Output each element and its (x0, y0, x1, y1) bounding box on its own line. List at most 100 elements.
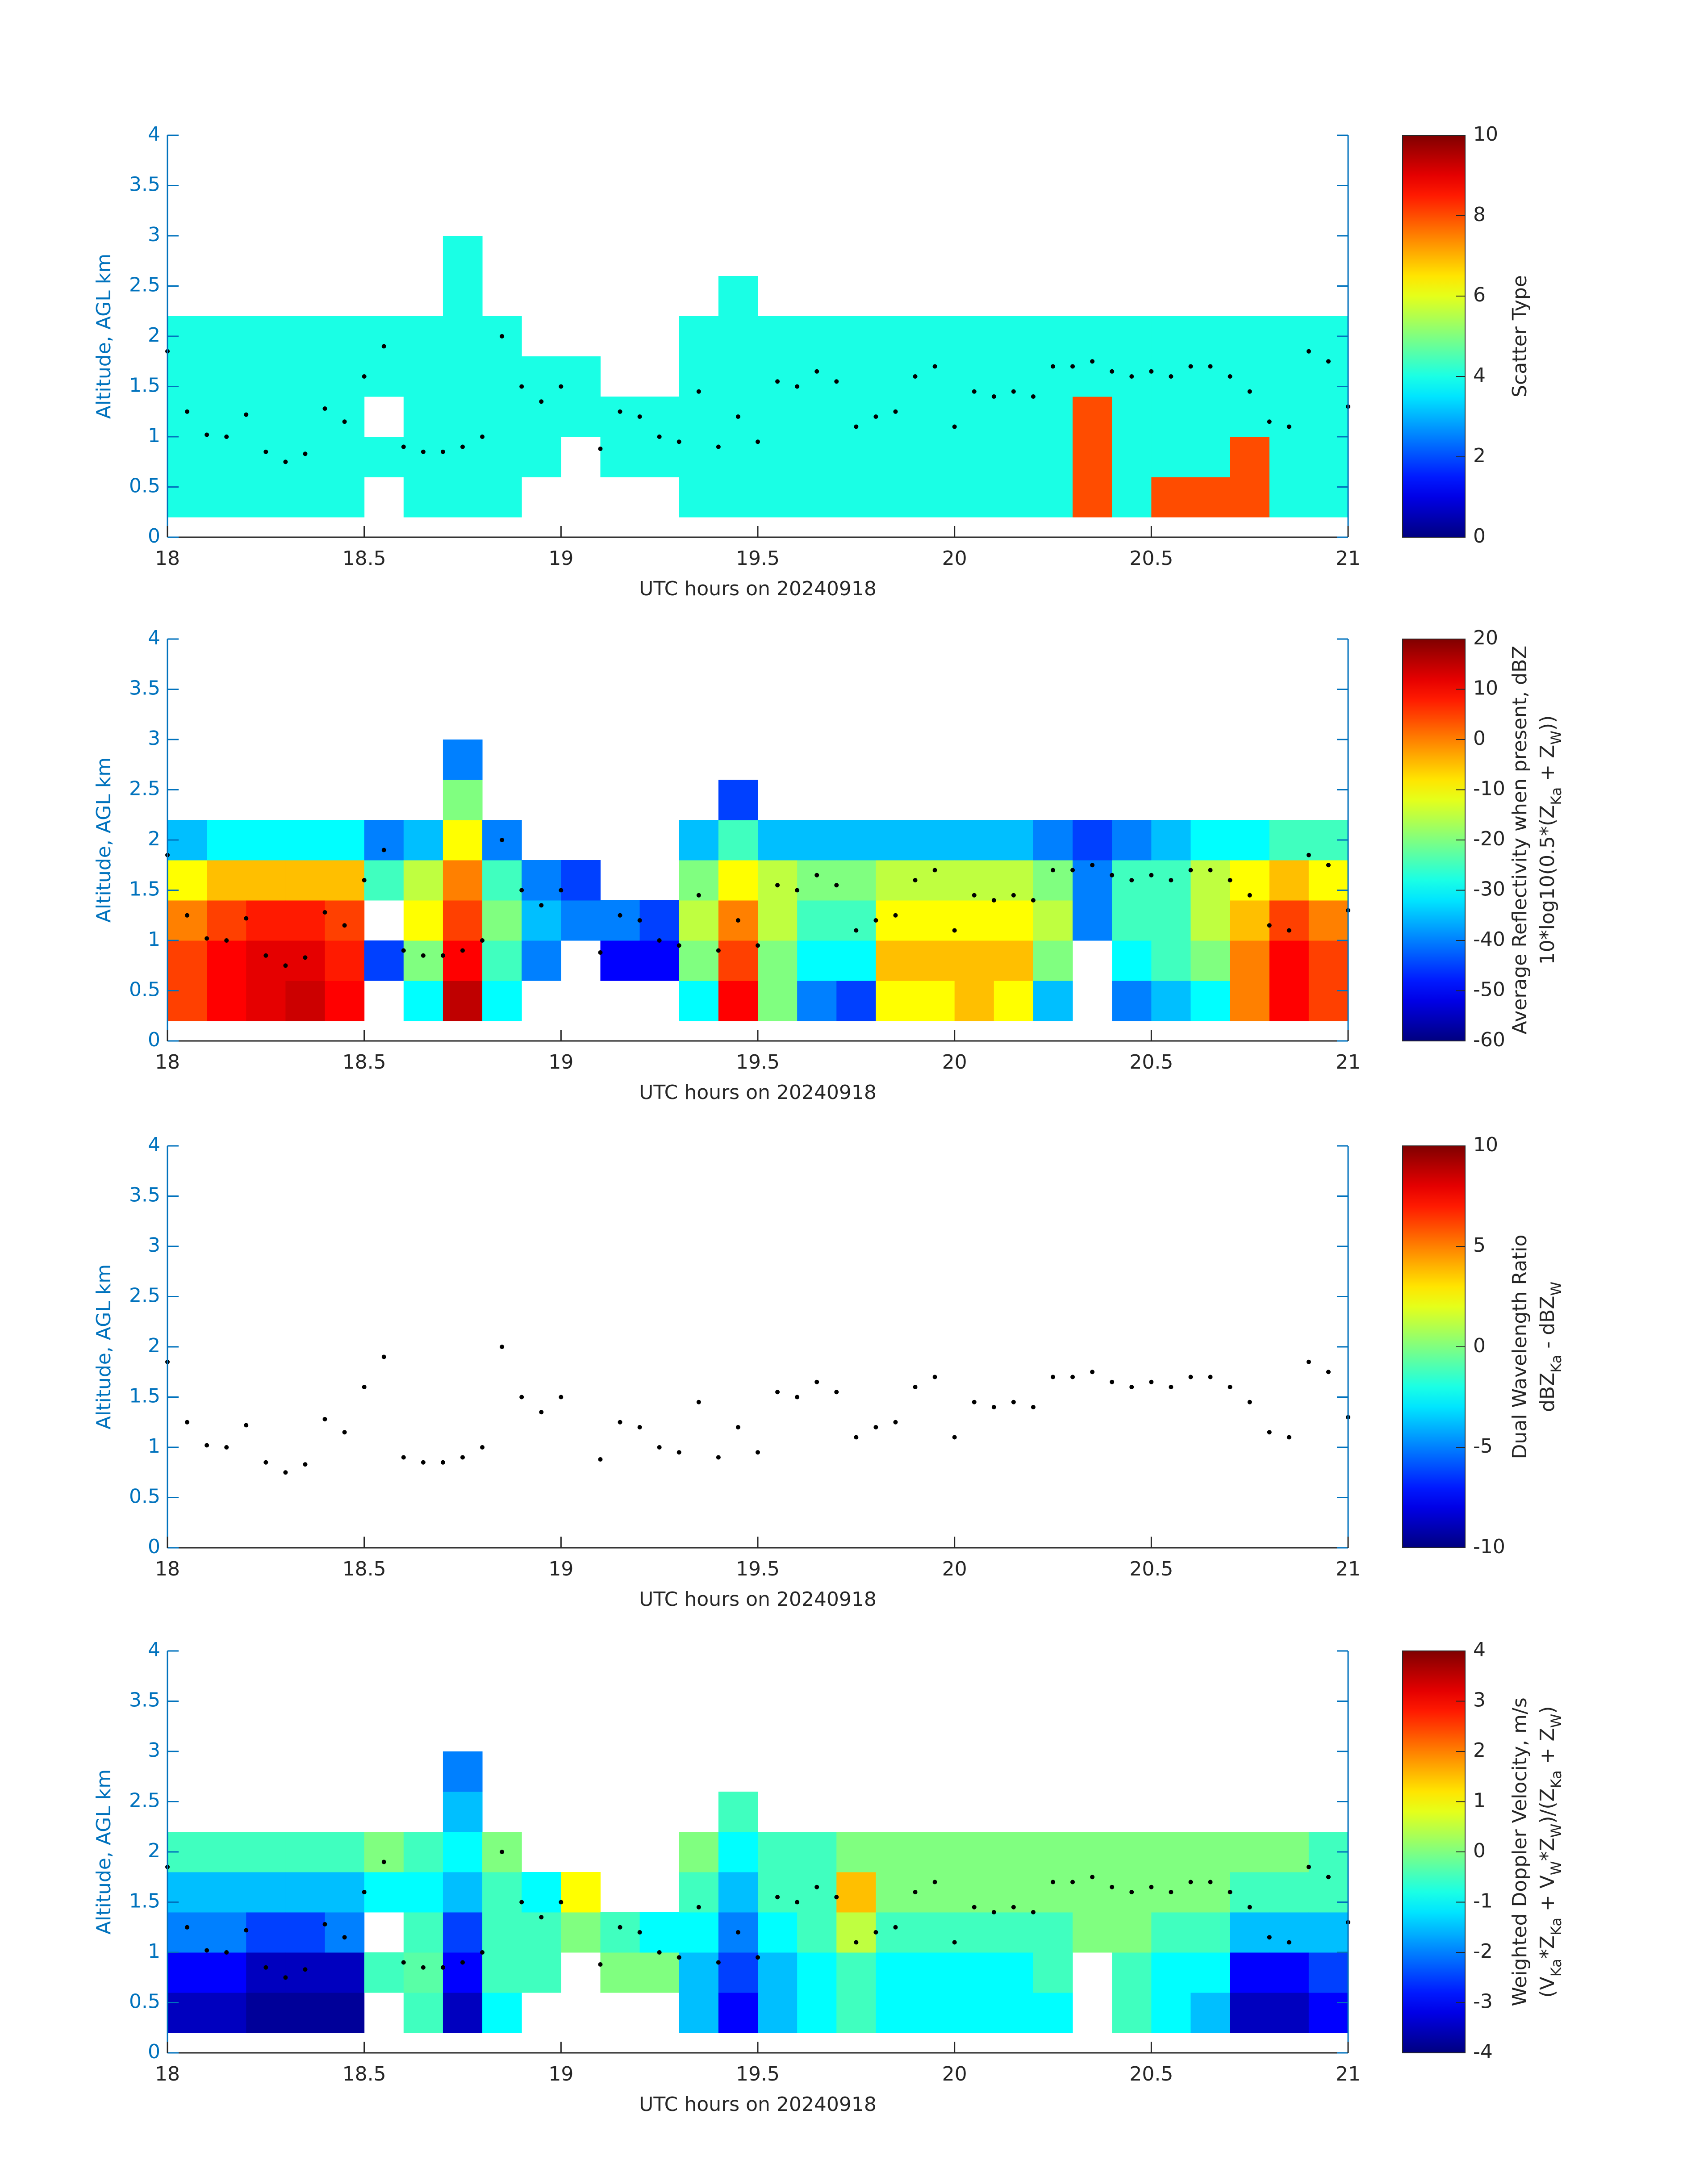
cloud-point (519, 1395, 524, 1400)
heatmap-cell (758, 437, 798, 477)
colorbar-tick-label: -10 (1473, 777, 1505, 800)
y-axis-label: Altitude, AGL km (92, 254, 115, 419)
heatmap-cell (1033, 900, 1073, 941)
label-subscript: Ka (1548, 1959, 1565, 1976)
cloud-point (991, 1910, 996, 1914)
heatmap-cell (1190, 820, 1231, 861)
heatmap-cell (836, 1952, 876, 1993)
heatmap-cell (954, 1912, 994, 1953)
heatmap-cell (836, 1912, 876, 1953)
heatmap-cell (679, 316, 719, 357)
heatmap-cell (1308, 397, 1349, 437)
heatmap-cell (403, 316, 443, 357)
cloud-point (342, 1430, 347, 1435)
colorbar-tick-label: 8 (1473, 203, 1486, 226)
x-tick-label: 20.5 (1129, 547, 1173, 570)
cloud-point (952, 424, 957, 429)
heatmap-cell (443, 397, 483, 437)
heatmap-cell (443, 316, 483, 357)
cloud-point (657, 1950, 662, 1955)
heatmap-cell (1190, 356, 1231, 397)
heatmap-cell (1308, 1952, 1349, 1993)
y-tick-label: 4 (148, 123, 160, 146)
heatmap-cell (443, 1792, 483, 1832)
colorbar (1402, 639, 1466, 1041)
cloud-point (322, 1922, 327, 1926)
heatmap-cell (1033, 1912, 1073, 1953)
heatmap-cell (797, 477, 837, 518)
heatmap-cell (482, 1872, 522, 1913)
cloud-point (381, 848, 386, 852)
heatmap-cell (285, 860, 326, 901)
y-tick-label: 3 (148, 1739, 160, 1762)
heatmap-cell (954, 437, 994, 477)
heatmap-cell (1230, 1952, 1270, 1993)
cloud-point (1208, 1880, 1213, 1885)
colorbar-tick-label: 0 (1473, 727, 1486, 750)
heatmap-cell (482, 981, 522, 1021)
heatmap-cell (285, 820, 326, 861)
cloud-point (1031, 898, 1036, 903)
heatmap-cell (797, 1952, 837, 1993)
heatmap-cell (876, 1832, 916, 1872)
cloud-point (244, 1928, 249, 1933)
heatmap-cell (522, 940, 561, 981)
heatmap-cell (1151, 1952, 1191, 1993)
heatmap-cell (915, 477, 955, 518)
heatmap-cell (1151, 820, 1191, 861)
cloud-point (381, 344, 386, 349)
label-text: + V (1536, 1875, 1559, 1918)
cloud-point (913, 374, 918, 379)
cloud-point (559, 384, 564, 389)
heatmap-cell (876, 477, 916, 518)
cloud-point (421, 1965, 426, 1970)
cloud-point (1286, 1435, 1291, 1440)
y-tick-label: 1 (148, 1940, 160, 1963)
heatmap-cell (954, 477, 994, 518)
heatmap-cell (561, 1912, 601, 1953)
heatmap-cell (246, 820, 286, 861)
colorbar (1402, 1651, 1466, 2053)
heatmap-cell (482, 356, 522, 397)
cloud-point (519, 1900, 524, 1905)
heatmap-cell (1151, 477, 1191, 518)
heatmap-cell (1190, 1993, 1231, 2033)
cloud-point (952, 928, 957, 933)
heatmap-cell (718, 860, 758, 901)
cloud-point (814, 1379, 819, 1384)
heatmap-cell (1151, 316, 1191, 357)
cloud-point (873, 1930, 878, 1935)
y-tick-label: 1 (148, 1435, 160, 1458)
heatmap-cell (954, 397, 994, 437)
heatmap-cell (1269, 900, 1309, 941)
heatmap-cell (1073, 900, 1112, 941)
heatmap-cell (167, 437, 207, 477)
y-tick-label: 1 (148, 928, 160, 951)
heatmap-cell (954, 820, 994, 861)
cloud-point (263, 1965, 268, 1970)
cloud-point (716, 1960, 721, 1965)
cloud-point (1286, 928, 1291, 933)
cloud-point (972, 1400, 977, 1404)
heatmap-cell (836, 477, 876, 518)
heatmap-cell (1112, 940, 1152, 981)
colorbar-tick-label: 0 (1473, 525, 1486, 547)
heatmap-cell (758, 356, 798, 397)
heatmap-cell (600, 1952, 640, 1993)
heatmap-cell (207, 1872, 246, 1913)
heatmap-cell (876, 820, 916, 861)
label-subscript: Ka (1548, 787, 1565, 805)
heatmap-cell (1230, 477, 1270, 518)
heatmap-cell (246, 1912, 286, 1953)
cloud-point (854, 928, 859, 933)
cloud-point (598, 950, 603, 955)
heatmap-cell (443, 1832, 483, 1872)
colorbar-tick-label: 4 (1473, 1638, 1486, 1661)
cloud-point (1267, 419, 1272, 424)
colorbar-label: dBZKa - dBZW (1536, 1282, 1565, 1412)
heatmap-cell (758, 1912, 798, 1953)
heatmap-cell (915, 860, 955, 901)
cloud-point (775, 1390, 780, 1395)
heatmap-cell (1112, 1952, 1152, 1993)
x-tick-label: 21 (1336, 547, 1361, 570)
